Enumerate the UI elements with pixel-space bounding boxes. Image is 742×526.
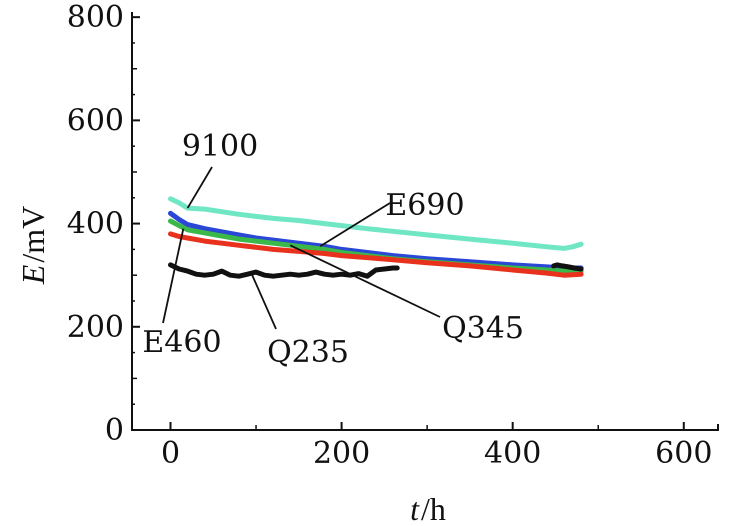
leader-9100 [186,166,213,209]
series-q235-line-segment-2 [551,262,584,272]
series-e690-line [168,210,584,271]
leader-e460 [162,228,185,324]
labels: 0 200 400 600 800 0 200 400 600 9100 E690 Q345 E460 Q… [67,0,713,471]
series-q235-line-segment-1 [168,262,400,279]
y-axis-variable: E [15,264,51,285]
x-tick-label: 400 [484,436,541,471]
y-tick-label: 800 [67,0,124,35]
y-tick-label: 200 [67,310,124,345]
label-q345: Q345 [442,311,524,346]
label-9100: 9100 [182,129,258,164]
label-q235: Q235 [267,335,349,370]
axes [131,12,719,431]
x-tick-label: 600 [655,436,712,471]
y-tick-label: 600 [67,103,124,138]
y-axis-slash: / [15,254,51,263]
x-axis-slash: / [421,491,430,526]
leader-q345 [289,244,441,318]
series-e460-line [168,231,584,278]
y-tick-label: 0 [105,413,124,448]
label-e460: E460 [142,325,221,360]
x-axis-title: t/h [410,491,446,526]
annotation-leaders [162,166,441,330]
x-tick-label: 200 [313,436,370,471]
y-axis-unit: mV [15,206,51,254]
y-tick-label: 400 [67,207,124,242]
x-tick-label: 0 [161,436,180,471]
x-axis-variable: t [410,491,420,526]
leader-q235 [250,273,277,330]
leader-e690 [319,202,391,248]
label-e690: E690 [385,188,464,223]
axis-frame [131,12,719,431]
y-axis-title: E/mV [15,206,51,285]
series-9100-line [168,196,584,251]
x-axis-unit: h [430,491,446,526]
series-layer [168,196,584,279]
ticks [132,16,685,431]
